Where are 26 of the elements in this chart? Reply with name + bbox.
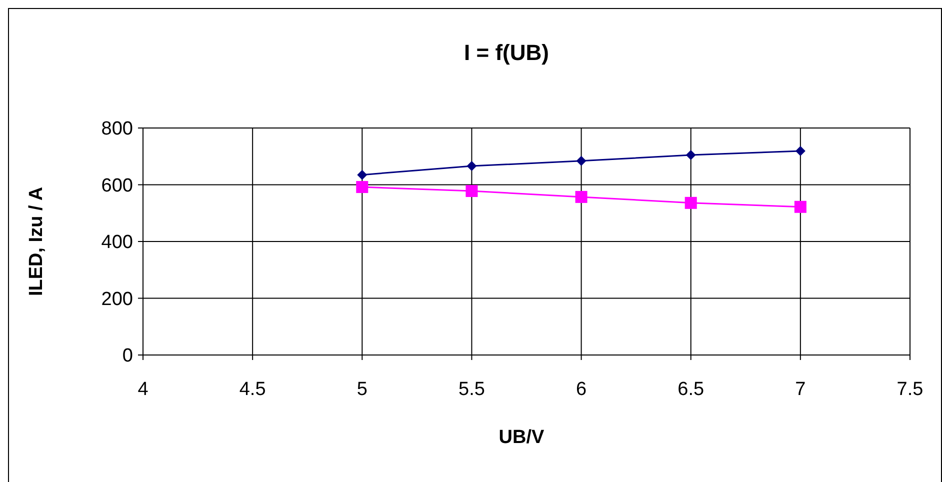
point <box>795 146 806 156</box>
x-tick-label: 6.5 <box>678 379 704 400</box>
y-axis-title: ILED, Izu / A <box>26 186 47 296</box>
point <box>686 150 696 160</box>
y-tick-label: 800 <box>101 118 133 140</box>
x-tick-label: 4 <box>138 379 149 400</box>
point <box>576 156 586 166</box>
y-tick-label: 400 <box>101 232 133 254</box>
x-tick-label: 6 <box>576 379 587 400</box>
chart-title: I = f(UB) <box>464 40 549 65</box>
point <box>466 161 477 172</box>
y-tick-label: 200 <box>101 288 133 310</box>
x-tick-label: 7.5 <box>896 379 924 400</box>
x-axis-title: UB/V <box>498 427 545 448</box>
x-tick-label: 5 <box>356 379 368 400</box>
point <box>684 196 697 209</box>
x-tick-label: 5.5 <box>458 379 485 400</box>
point <box>575 190 588 203</box>
point <box>357 170 368 180</box>
point <box>794 200 806 213</box>
y-tick-label: 0 <box>122 346 133 367</box>
y-tick-label: 600 <box>101 175 133 196</box>
point <box>466 184 478 197</box>
x-tick-label: 4.5 <box>239 379 266 400</box>
point <box>356 181 368 194</box>
x-tick-label: 7 <box>795 379 806 400</box>
